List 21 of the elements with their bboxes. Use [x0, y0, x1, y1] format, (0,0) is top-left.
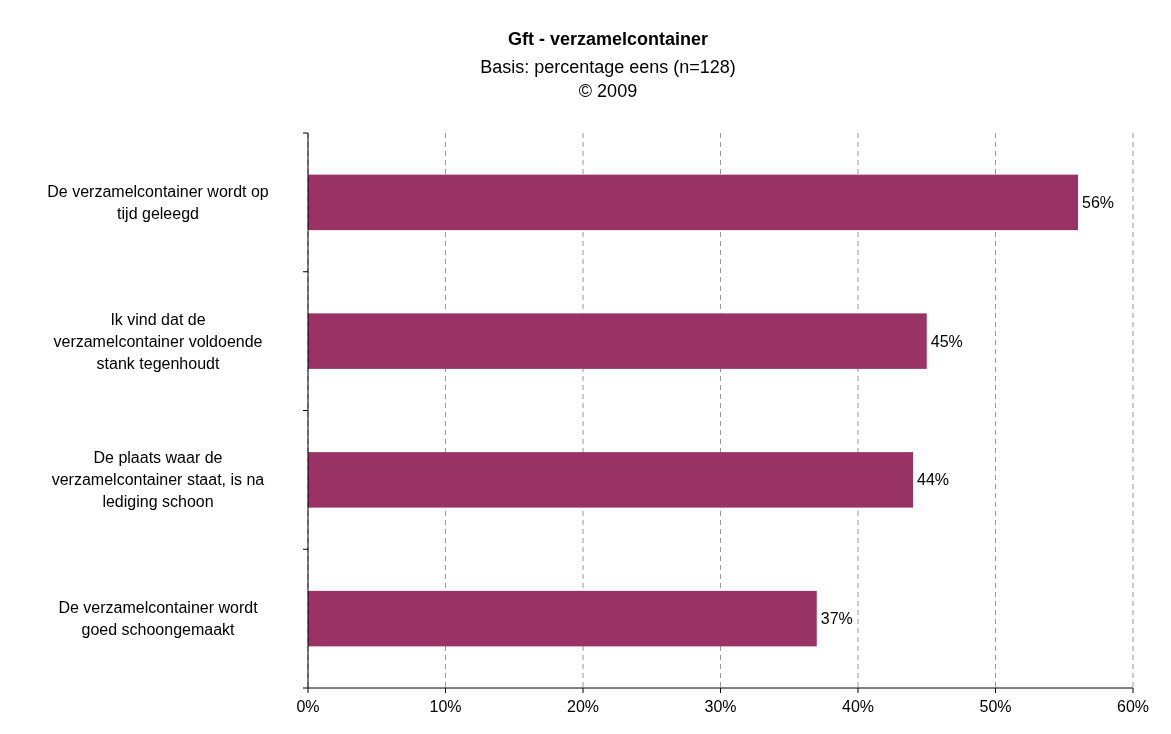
- bar: [308, 452, 913, 508]
- data-label: 37%: [820, 610, 853, 628]
- data-label: 44%: [917, 471, 950, 489]
- x-tick-label: 0%: [296, 698, 320, 715]
- x-tick-label: 60%: [1116, 698, 1150, 715]
- data-label: 45%: [930, 332, 963, 350]
- chart-title: Gft - verzamelcontainer: [507, 29, 709, 49]
- bar: [308, 590, 817, 647]
- y-tick-label: Ik vind dat de verzamelcontainer voldoende stank tegenhoudt: [53, 310, 263, 372]
- chart-subtitle: Basis: percentage eens (n=128) © 2009: [480, 57, 736, 101]
- data-label: 56%: [1082, 193, 1115, 211]
- x-tick-label: 20%: [566, 698, 600, 715]
- bar: [308, 313, 927, 369]
- x-tick-label: 40%: [841, 698, 875, 715]
- y-tick-label: De verzamelcontainer wordt goed schoongemaakt: [58, 599, 259, 639]
- bar: [308, 174, 1078, 231]
- y-tick-label: De verzamelcontainer wordt op tijd geleegd: [47, 182, 269, 222]
- x-tick-label: 30%: [704, 698, 737, 715]
- y-tick-label: De plaats waar de verzamelcontainer staat, is na lediging schoon: [51, 449, 265, 511]
- x-tick-label: 50%: [979, 698, 1012, 715]
- x-tick-label: 10%: [429, 698, 462, 715]
